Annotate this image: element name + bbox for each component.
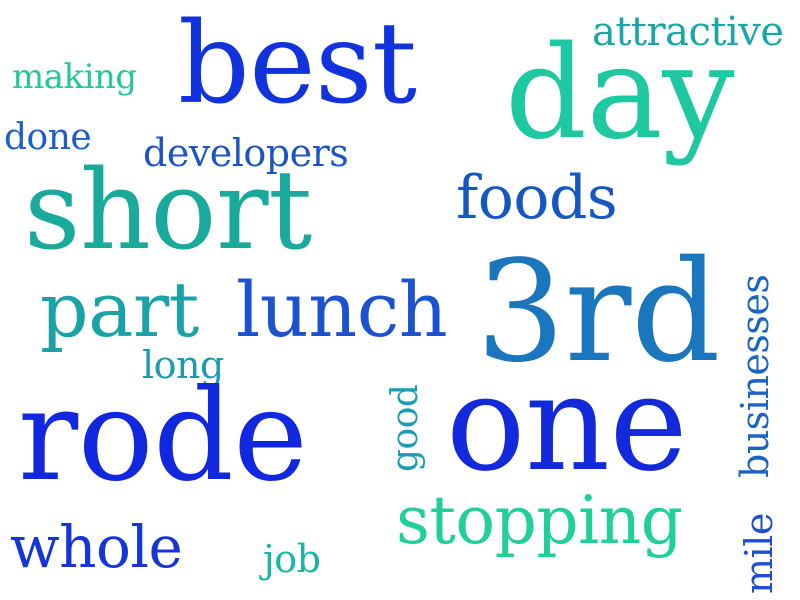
word-job: job [263,537,321,581]
word-3rd: 3rd [476,231,721,394]
word-day: day [505,19,735,168]
word-making: making [12,57,137,97]
word-developers: developers [143,131,349,175]
word-good: good [385,384,426,472]
word-best: best [178,0,417,129]
word-mile: mile [737,513,781,594]
word-stopping: stopping [396,482,683,559]
word-businesses: businesses [733,274,777,478]
word-attractive: attractive [592,9,784,55]
word-done: done [4,117,92,158]
word-whole: whole [10,513,183,581]
word-short: short [24,146,312,274]
word-long: long [142,343,224,387]
word-lunch: lunch [236,265,448,354]
word-part: part [40,265,199,354]
word-foods: foods [456,163,618,233]
word-rode: rode [18,362,308,509]
word-one: one [446,347,688,501]
